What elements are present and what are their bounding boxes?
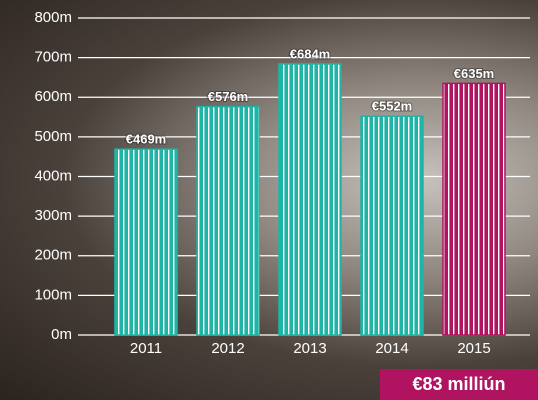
y-tick-label: 500m (34, 128, 72, 145)
value-label: €469m (126, 132, 166, 147)
y-tick-label: 400m (34, 167, 72, 184)
y-tick-label: 700m (34, 49, 72, 66)
bar (114, 148, 178, 336)
y-tick-label: 200m (34, 247, 72, 264)
bar (278, 63, 342, 336)
bar (196, 106, 260, 336)
x-tick-label: 2013 (293, 340, 326, 357)
bar (360, 115, 424, 336)
value-label: €684m (290, 46, 330, 61)
value-label: €576m (208, 89, 248, 104)
value-label: €635m (454, 66, 494, 81)
x-tick-label: 2015 (457, 340, 490, 357)
y-tick-label: 0m (51, 326, 72, 343)
annotation: €83 milliún (412, 374, 505, 394)
y-tick-label: 600m (34, 88, 72, 105)
x-tick-label: 2012 (211, 340, 244, 357)
y-tick-label: 800m (34, 9, 72, 26)
y-tick-label: 100m (34, 286, 72, 303)
x-tick-label: 2011 (130, 340, 162, 357)
annotation-badge (380, 369, 538, 400)
bar (442, 82, 506, 336)
x-tick-label: 2014 (375, 340, 408, 357)
y-tick-label: 300m (34, 207, 72, 224)
value-label: €552m (372, 99, 412, 114)
